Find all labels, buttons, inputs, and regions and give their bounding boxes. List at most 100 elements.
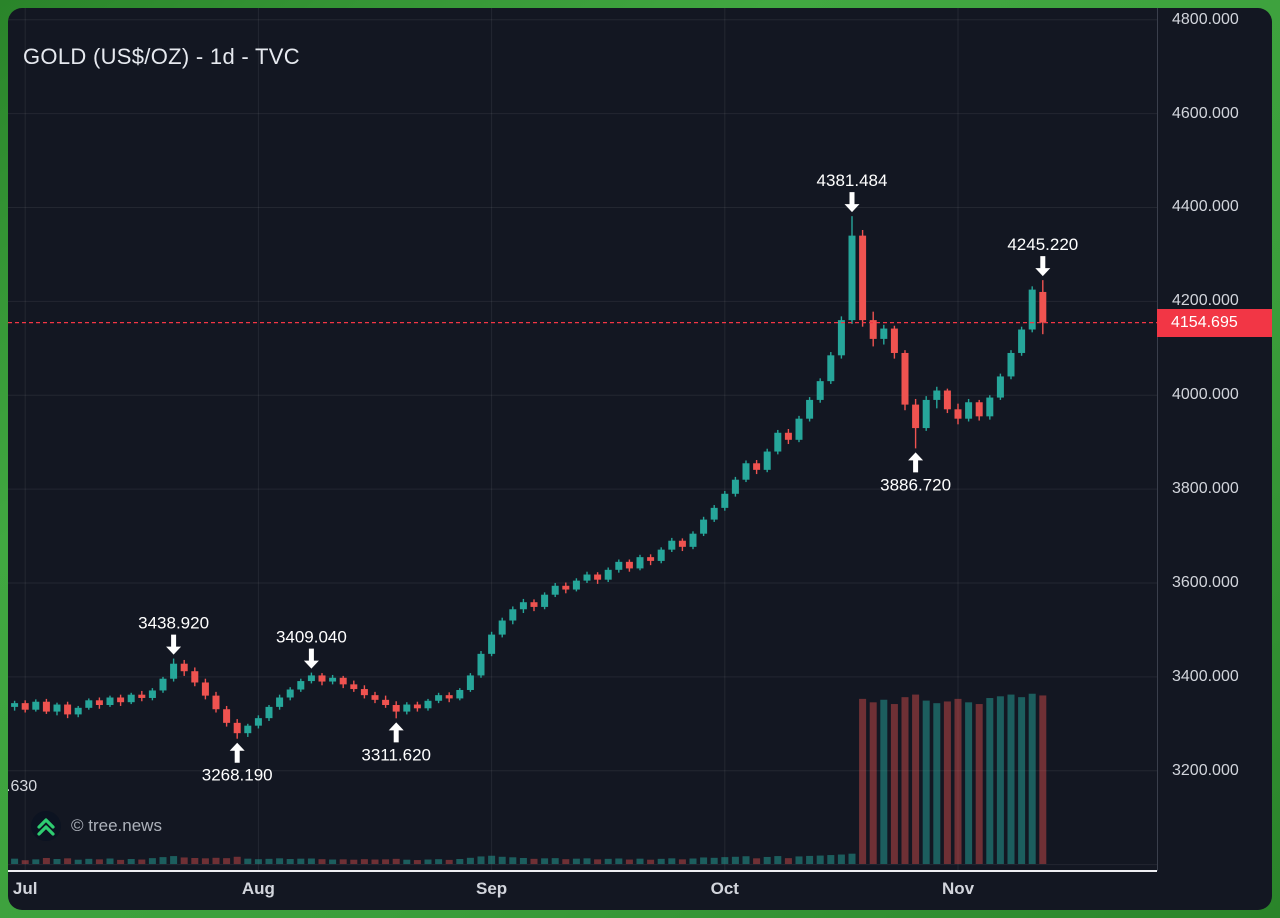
volume-bar	[106, 858, 114, 864]
time-axis[interactable]: Jul Aug Sep Oct Nov	[8, 871, 1272, 910]
candle-body	[127, 694, 135, 703]
candle-body	[530, 602, 538, 607]
price-tick-label: 3600.000	[1172, 573, 1239, 591]
volume-bar	[975, 704, 983, 864]
volume-bar	[360, 859, 368, 864]
volume-bar	[85, 858, 93, 864]
candle-body	[657, 549, 665, 561]
candle-body	[488, 634, 496, 654]
candle-body	[912, 404, 920, 429]
candle-body	[244, 725, 252, 734]
volume-bar	[466, 857, 474, 864]
volume-bar	[859, 698, 867, 864]
candle-body	[806, 399, 814, 419]
volume-bar	[583, 858, 591, 864]
volume-bar	[996, 696, 1004, 864]
volume-bar	[541, 858, 549, 864]
candle-body	[11, 703, 19, 707]
annotation-label: 4245.220	[1007, 235, 1078, 254]
volume-bar	[127, 859, 135, 864]
volume-bar	[742, 856, 750, 864]
candle-body	[435, 695, 443, 701]
candle-body	[138, 694, 146, 698]
volume-bar	[21, 860, 29, 864]
candle-body	[986, 397, 994, 417]
candle-body	[350, 684, 358, 690]
volume-bar	[912, 694, 920, 864]
volume-bar	[933, 703, 941, 864]
candle-body	[1018, 329, 1026, 353]
volume-bar	[477, 856, 485, 864]
volume-bar	[170, 856, 178, 864]
price-tick-label: 4600.000	[1172, 104, 1239, 122]
candle-body	[392, 705, 400, 712]
volume-bar	[657, 858, 665, 864]
cut-off-price-label: .630	[8, 778, 38, 795]
candle-body	[106, 697, 114, 706]
month-tick-label: Aug	[241, 879, 275, 898]
volume-bar	[753, 858, 761, 864]
candle-body	[424, 700, 432, 709]
candle-body	[827, 355, 835, 382]
candle-body	[42, 701, 50, 712]
candle-body	[848, 235, 856, 321]
month-tick-label: Jul	[12, 879, 38, 898]
volume-bar	[837, 854, 845, 864]
volume-bar	[784, 858, 792, 864]
arrow-down-icon	[166, 634, 182, 655]
candle-body	[466, 675, 474, 690]
volume-bar	[276, 858, 284, 864]
price-axis[interactable]: 4800.000 4600.000 4400.000 4200.000 4000.000…	[1157, 8, 1272, 871]
volume-bar	[636, 858, 644, 864]
volume-bar	[763, 856, 771, 864]
last-price-label: 4154.695	[1157, 308, 1272, 337]
annotation-label: 3268.190	[202, 766, 273, 785]
volume-bar	[647, 859, 655, 864]
price-tick-label: 3800.000	[1172, 480, 1239, 498]
candle-body	[965, 402, 973, 419]
volume-bar	[233, 856, 241, 864]
candle-body	[721, 493, 729, 508]
candle-body	[859, 235, 867, 321]
volume-bar	[880, 699, 888, 864]
candle-body	[774, 432, 782, 452]
volume-bar	[901, 697, 909, 864]
candle-body	[700, 519, 708, 534]
volume-bar	[382, 859, 390, 864]
candle-body	[869, 320, 877, 339]
candle-body	[159, 678, 167, 691]
candle-body	[148, 690, 156, 698]
volume-bar	[700, 857, 708, 864]
candle-body	[403, 704, 411, 712]
volume-bar	[848, 853, 856, 864]
candle-body	[1039, 291, 1047, 323]
volume-bar	[689, 858, 697, 864]
volume-bar	[594, 859, 602, 864]
candle-body	[763, 451, 771, 470]
volume-bar	[191, 857, 199, 864]
volume-bar	[201, 858, 209, 864]
volume-bar	[869, 702, 877, 864]
arrow-down-icon	[303, 648, 319, 669]
candle-body	[636, 557, 644, 569]
candle-body	[594, 574, 602, 580]
arrow-down-icon	[844, 192, 860, 213]
candle-body	[837, 320, 845, 356]
price-tick-label: 3200.000	[1172, 761, 1239, 779]
candle-body	[795, 418, 803, 440]
candle-body	[498, 620, 506, 635]
candle-body	[21, 703, 29, 710]
volume-bar	[519, 857, 527, 864]
watermark-text: © tree.news	[71, 816, 162, 835]
candle-body	[1028, 289, 1036, 330]
candle-body	[880, 328, 888, 339]
candle-body	[742, 463, 750, 480]
volume-bar	[371, 859, 379, 864]
candle-body	[943, 390, 951, 410]
price-tick-label: 3400.000	[1172, 667, 1239, 685]
volume-bar	[74, 859, 82, 864]
price-tick-label: 4800.000	[1172, 10, 1239, 28]
volume-bar	[297, 858, 305, 864]
candle-body	[32, 701, 40, 710]
candlestick-chart-surface[interactable]: 3438.920 3268.190 3409.040 3311.620 4381.484…	[8, 8, 1272, 910]
